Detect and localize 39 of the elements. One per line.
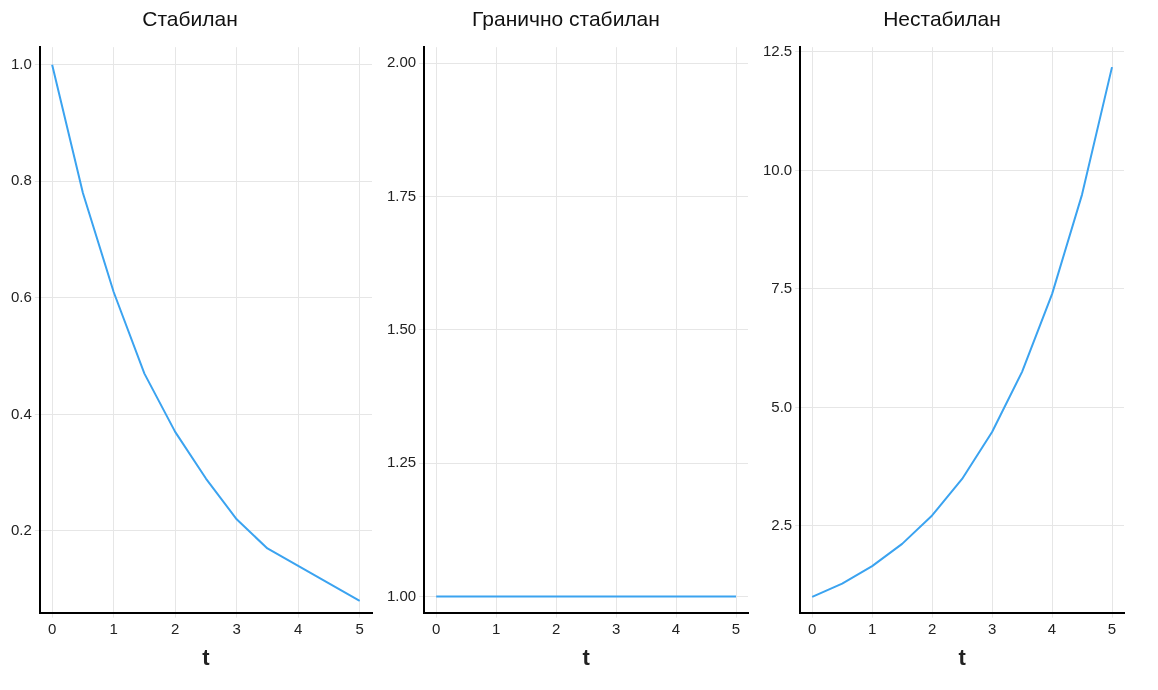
- x-tick-label: 0: [808, 619, 817, 637]
- y-tick-label: 1.0: [10, 54, 32, 72]
- y-tick-label: 1.25: [386, 453, 417, 471]
- x-axis-title: t: [582, 644, 591, 670]
- chart-title: Стабилан: [142, 7, 238, 31]
- x-tick-label: 3: [987, 619, 997, 637]
- x-tick-label: 2: [551, 619, 561, 637]
- chart-title: Нестабилан: [883, 7, 1001, 31]
- x-tick-label: 4: [671, 619, 681, 637]
- y-tick-label: 0.2: [10, 521, 32, 539]
- x-tick-label: 3: [232, 619, 241, 637]
- x-tick-label: 1: [109, 619, 118, 637]
- x-tick-label: 2: [927, 619, 937, 637]
- x-tick-label: 5: [355, 619, 364, 637]
- y-tick-label: 0.8: [10, 171, 32, 189]
- y-tick-label: 0.6: [10, 287, 32, 305]
- y-tick-label: 12.5: [762, 42, 793, 60]
- x-tick-label: 5: [731, 619, 741, 637]
- y-tick-label: 1.50: [386, 320, 417, 338]
- y-tick-label: 5.0: [771, 397, 793, 415]
- y-tick-label: 2.00: [386, 53, 417, 71]
- x-tick-label: 5: [1107, 619, 1117, 637]
- x-axis-title: t: [202, 644, 211, 670]
- y-tick-label: 7.5: [771, 279, 793, 297]
- chart-title: Гранично стабилан: [472, 7, 660, 31]
- x-tick-label: 1: [491, 619, 501, 637]
- x-axis-title: t: [958, 644, 967, 670]
- y-tick-label: 2.5: [771, 516, 793, 534]
- y-tick-label: 10.0: [762, 160, 793, 178]
- x-tick-label: 3: [611, 619, 621, 637]
- x-tick-label: 0: [432, 619, 441, 637]
- y-tick-label: 1.00: [386, 586, 417, 604]
- x-tick-label: 1: [867, 619, 877, 637]
- x-tick-label: 2: [171, 619, 180, 637]
- x-tick-label: 4: [294, 619, 303, 637]
- y-tick-label: 0.4: [10, 404, 32, 422]
- x-tick-label: 0: [47, 619, 57, 637]
- y-tick-label: 1.75: [386, 186, 417, 204]
- x-tick-label: 4: [1047, 619, 1057, 637]
